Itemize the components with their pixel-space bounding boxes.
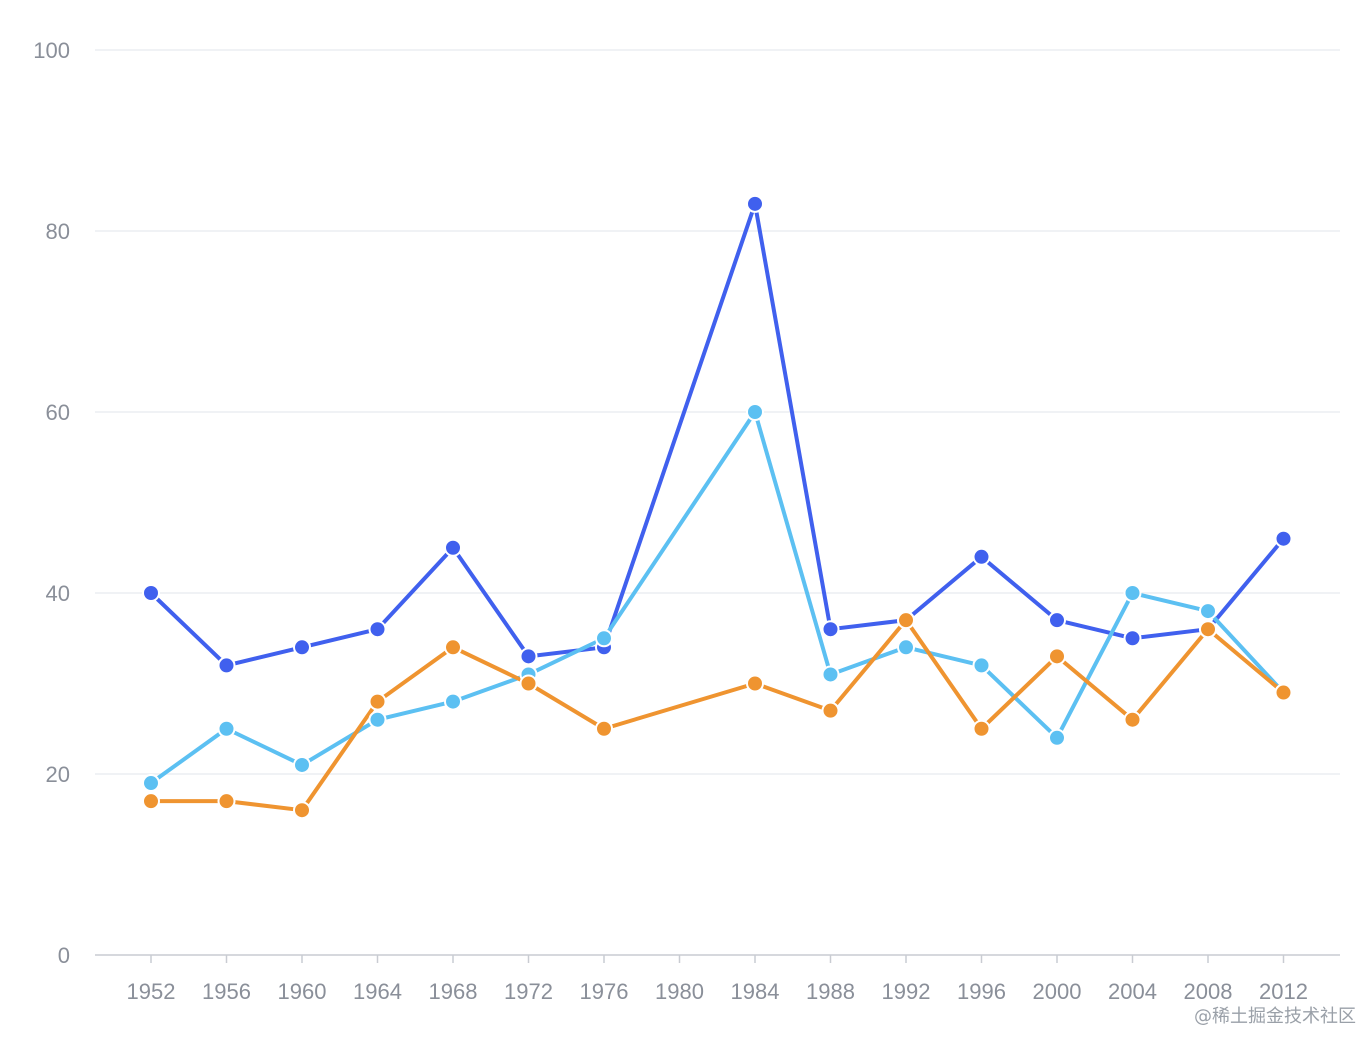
grid-layer bbox=[95, 49, 1340, 775]
series-2-point bbox=[595, 629, 613, 648]
x-tick-label: 1972 bbox=[504, 979, 553, 1004]
series-3 bbox=[149, 618, 1286, 813]
x-tick-label: 2008 bbox=[1184, 979, 1233, 1004]
series-1-point bbox=[293, 638, 311, 657]
series-2-points bbox=[142, 403, 1293, 793]
series-1-point bbox=[1123, 629, 1142, 648]
series-2 bbox=[149, 410, 1286, 786]
series-2-point bbox=[897, 638, 915, 657]
series-1-point bbox=[217, 656, 236, 675]
x-tick-label: 1956 bbox=[202, 979, 251, 1004]
series-1-point bbox=[821, 620, 840, 639]
series-3-points bbox=[142, 611, 1293, 820]
x-tick-label: 1992 bbox=[882, 979, 931, 1004]
y-tick-label: 40 bbox=[46, 581, 70, 606]
series-1-points bbox=[142, 194, 1293, 675]
series-2-point bbox=[746, 403, 764, 421]
series-3-point bbox=[1048, 647, 1066, 666]
series-1-point bbox=[972, 547, 991, 566]
series-3-point bbox=[746, 674, 764, 693]
axis-layer: 0 20 40 60 80 100 1952 1956 1960 1964 1968 1972 1976… bbox=[33, 38, 1340, 1004]
x-tick-label: 1968 bbox=[429, 979, 478, 1004]
y-tick-label: 100 bbox=[33, 38, 70, 63]
series-3-point bbox=[595, 719, 613, 738]
series-3-point bbox=[519, 674, 538, 693]
x-tick-label: 2000 bbox=[1033, 979, 1082, 1004]
series-1-point bbox=[142, 584, 160, 602]
series-1 bbox=[149, 201, 1286, 668]
series-3-line bbox=[149, 618, 1286, 813]
series-1-point bbox=[1274, 529, 1293, 548]
series-2-point bbox=[1199, 602, 1217, 621]
series-1-line bbox=[149, 201, 1286, 668]
series-3-point bbox=[1123, 710, 1142, 729]
series-2-point bbox=[217, 719, 236, 738]
series-3-point bbox=[293, 801, 311, 820]
x-tick-label: 1964 bbox=[353, 979, 402, 1004]
series-1-point bbox=[444, 538, 462, 557]
series-2-point bbox=[142, 774, 160, 793]
series-2-point bbox=[444, 692, 462, 711]
series-3-point bbox=[217, 792, 236, 811]
series-2-point bbox=[972, 656, 991, 675]
series-2-line bbox=[149, 410, 1286, 786]
series-3-point bbox=[142, 792, 160, 811]
x-tick-label: 1996 bbox=[957, 979, 1006, 1004]
y-tick-label: 80 bbox=[46, 219, 70, 244]
x-tick-label: 1976 bbox=[580, 979, 629, 1004]
x-tick-label: 2012 bbox=[1259, 979, 1308, 1004]
x-tick-label: 1984 bbox=[731, 979, 780, 1004]
x-tick-label: 1988 bbox=[806, 979, 855, 1004]
series-layer bbox=[142, 194, 1293, 820]
series-3-point bbox=[1199, 620, 1217, 639]
watermark-text: @稀土掘金技术社区 bbox=[1194, 1006, 1356, 1027]
x-tick-label: 1952 bbox=[127, 979, 176, 1004]
series-1-point bbox=[1048, 611, 1066, 630]
x-tick-label: 1980 bbox=[655, 979, 704, 1004]
x-tick-label: 1960 bbox=[278, 979, 327, 1004]
series-2-point bbox=[1123, 584, 1142, 602]
series-3-point bbox=[444, 638, 462, 657]
series-3-point bbox=[1274, 683, 1293, 702]
series-3-point bbox=[972, 719, 991, 738]
series-2-point bbox=[368, 710, 387, 729]
series-3-point bbox=[821, 701, 840, 720]
series-1-point bbox=[519, 647, 538, 666]
y-tick-label: 20 bbox=[46, 762, 70, 787]
series-2-point bbox=[1048, 728, 1066, 747]
series-2-point bbox=[821, 665, 840, 684]
y-tick-label: 60 bbox=[46, 400, 70, 425]
series-1-point bbox=[368, 620, 387, 639]
y-tick-label: 0 bbox=[58, 943, 70, 968]
series-3-point bbox=[897, 611, 915, 630]
series-2-point bbox=[293, 755, 311, 774]
x-tick-label: 2004 bbox=[1108, 979, 1157, 1004]
series-1-point bbox=[746, 194, 764, 213]
series-3-point bbox=[368, 692, 387, 711]
